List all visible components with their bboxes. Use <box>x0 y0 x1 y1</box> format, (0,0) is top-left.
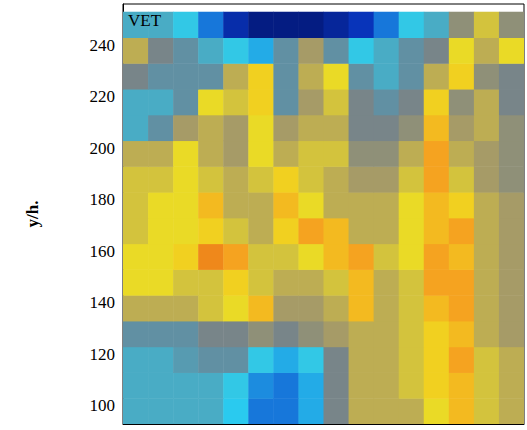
svg-text:240: 240 <box>90 36 116 55</box>
svg-text:220: 220 <box>90 87 116 106</box>
svg-text:120: 120 <box>90 345 116 364</box>
svg-text:180: 180 <box>90 190 116 209</box>
svg-text:100: 100 <box>90 396 116 415</box>
svg-text:y/h.: y/h. <box>23 201 42 228</box>
svg-text:160: 160 <box>90 242 116 261</box>
svg-text:140: 140 <box>90 293 116 312</box>
svg-text:200: 200 <box>90 139 116 158</box>
svg-text:VET: VET <box>128 11 162 30</box>
